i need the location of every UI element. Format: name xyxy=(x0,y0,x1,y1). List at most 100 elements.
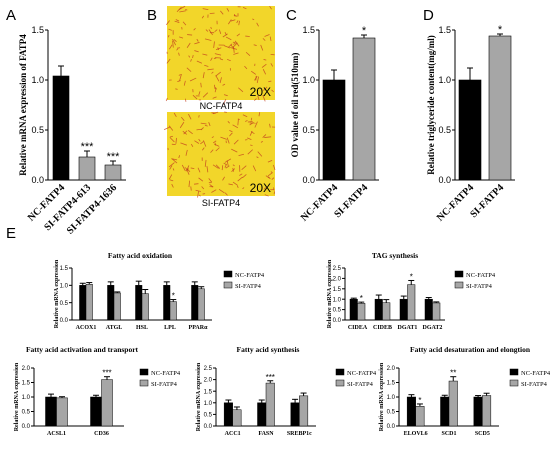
chart-e5-bar xyxy=(473,396,483,427)
stain-mark xyxy=(211,71,214,74)
stain-mark xyxy=(227,121,230,124)
stain-mark xyxy=(202,72,205,79)
stain-mark xyxy=(215,147,220,152)
stain-mark xyxy=(211,136,214,139)
chart-e3-legend-label: SI-FATP4 xyxy=(151,381,178,388)
chart-e1-y-axis-label: Relative mRNA expression xyxy=(54,259,60,328)
stain-mark xyxy=(215,75,220,82)
chart-e1-bar xyxy=(135,285,143,321)
stain-mark xyxy=(165,97,168,102)
chart-e5-legend-swatch xyxy=(509,379,519,387)
stain-mark xyxy=(228,43,233,48)
stain-mark xyxy=(174,20,180,24)
chart-e1-legend-label: SI-FATP4 xyxy=(235,283,262,290)
chart-c-bar xyxy=(352,37,376,181)
stain-mark xyxy=(260,44,264,51)
stain-mark xyxy=(244,65,248,70)
stain-mark xyxy=(222,33,228,38)
stain-mark xyxy=(238,153,245,157)
stain-mark xyxy=(219,58,224,61)
chart-a-y-tick-label: 0.0 xyxy=(31,175,44,185)
chart-e2-legend-swatch xyxy=(454,270,464,278)
stain-mark xyxy=(188,113,192,120)
stain-mark xyxy=(195,189,201,192)
micrograph-nc-stain xyxy=(165,5,275,105)
chart-a-significance-label: *** xyxy=(81,141,95,153)
stain-mark xyxy=(224,192,228,196)
stain-mark xyxy=(168,162,175,168)
stain-mark xyxy=(263,187,267,190)
chart-c-significance-label: * xyxy=(362,25,367,37)
stain-mark xyxy=(232,41,236,44)
stain-mark xyxy=(228,183,233,186)
chart-a-bar xyxy=(104,164,122,181)
stain-mark xyxy=(223,162,227,165)
panel-label-e: E xyxy=(6,225,16,242)
chart-c-y-tick-label: 1.5 xyxy=(302,25,315,35)
chart-c-x-tick-label: NC-FATP4 xyxy=(299,182,340,223)
chart-e3-y-tick-label: 0.0 xyxy=(22,424,31,430)
stain-mark xyxy=(264,194,269,197)
stain-mark xyxy=(207,68,214,71)
stain-mark xyxy=(254,76,258,81)
stain-mark xyxy=(229,129,233,133)
stain-mark xyxy=(245,120,248,122)
chart-e1-x-tick-label: HSL xyxy=(136,325,148,331)
stain-mark xyxy=(270,171,273,174)
stain-mark xyxy=(172,168,175,171)
stain-mark xyxy=(201,186,205,190)
chart-e5-y-tick-label: 0.5 xyxy=(387,410,396,416)
stain-mark xyxy=(215,164,221,169)
chart-e3-legend-swatch xyxy=(139,379,149,387)
chart-e1-y-tick-label: 1.5 xyxy=(60,266,69,272)
stain-mark xyxy=(269,123,271,128)
chart-e3-bar xyxy=(45,396,57,427)
stain-mark xyxy=(213,84,216,90)
chart-d-x-tick-label: NC-FATP4 xyxy=(435,182,476,223)
chart-e5-bar xyxy=(482,395,492,427)
stain-mark xyxy=(185,98,187,102)
chart-e2-bar xyxy=(399,298,408,321)
stain-mark xyxy=(208,29,213,36)
stain-mark xyxy=(168,125,174,131)
stain-mark xyxy=(226,8,230,12)
stain-mark xyxy=(257,95,260,101)
stain-mark xyxy=(250,144,253,146)
stain-mark xyxy=(208,178,213,183)
chart-e4-x-tick-label: SREBP1c xyxy=(287,431,312,437)
stain-mark xyxy=(214,53,222,56)
stain-mark xyxy=(228,19,232,25)
stain-mark xyxy=(163,126,171,130)
stain-mark xyxy=(238,87,244,93)
stain-mark xyxy=(182,21,187,26)
chart-e1-y-tick-label: 0.0 xyxy=(60,318,69,324)
chart-a-y-axis-label: Relative mRNA expression of FATP4 xyxy=(18,34,28,176)
stain-mark xyxy=(171,158,178,161)
chart-e5-title: Fatty acid desaturation and elongtion xyxy=(410,345,531,354)
chart-e4-title: Fatty acid synthesis xyxy=(237,345,300,354)
stain-mark xyxy=(188,55,191,58)
chart-d-y-axis-label: Relative triglyceride content(mg/ml) xyxy=(426,35,436,174)
chart-e4-bar xyxy=(290,402,300,427)
chart-a-y-tick-label: 0.5 xyxy=(31,125,44,135)
stain-mark xyxy=(194,41,200,45)
stain-mark xyxy=(172,38,177,46)
chart-e4-legend-label: SI-FATP4 xyxy=(347,381,374,388)
stain-mark xyxy=(178,74,181,76)
chart-e2-bar xyxy=(357,303,366,321)
chart-e5-x-tick-label: ELOVL6 xyxy=(404,431,428,437)
chart-e2-title: TAG synthesis xyxy=(372,251,418,260)
stain-mark xyxy=(186,67,192,72)
stain-mark xyxy=(233,46,235,53)
stain-mark xyxy=(253,44,257,46)
stain-mark xyxy=(217,47,220,51)
chart-e4-legend-swatch xyxy=(335,379,345,387)
stain-mark xyxy=(236,185,239,188)
stain-mark xyxy=(168,44,173,50)
stain-mark xyxy=(197,167,201,173)
stain-mark xyxy=(222,176,225,181)
chart-e4-y-axis-label: Relative mRNA expression xyxy=(196,362,202,431)
stain-mark xyxy=(169,137,175,143)
